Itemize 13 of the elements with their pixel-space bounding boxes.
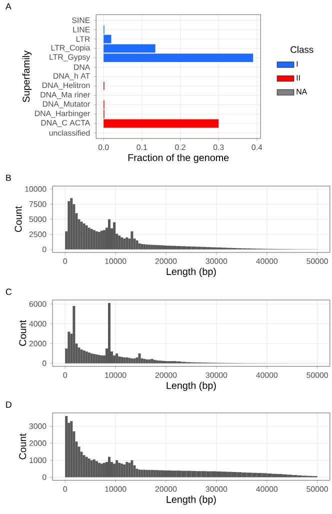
chart-title: B — [6, 174, 11, 181]
x-axis-title: Length (bp) — [166, 496, 216, 505]
y-axis-title: Count — [19, 320, 26, 346]
chart-title: D — [6, 402, 12, 408]
y-axis-title: Count — [14, 206, 22, 232]
legend-title: Class — [290, 46, 314, 53]
y-axis-title: Superfamily — [22, 50, 32, 102]
x-axis-title: Fraction of the genome — [128, 154, 229, 164]
text: A — [6, 3, 12, 10]
y-axis-title: Count — [19, 434, 26, 460]
x-axis-title: Length (bp) — [166, 382, 216, 391]
chart-title: C — [6, 288, 12, 295]
x-axis-title: Length (bp) — [166, 268, 216, 277]
